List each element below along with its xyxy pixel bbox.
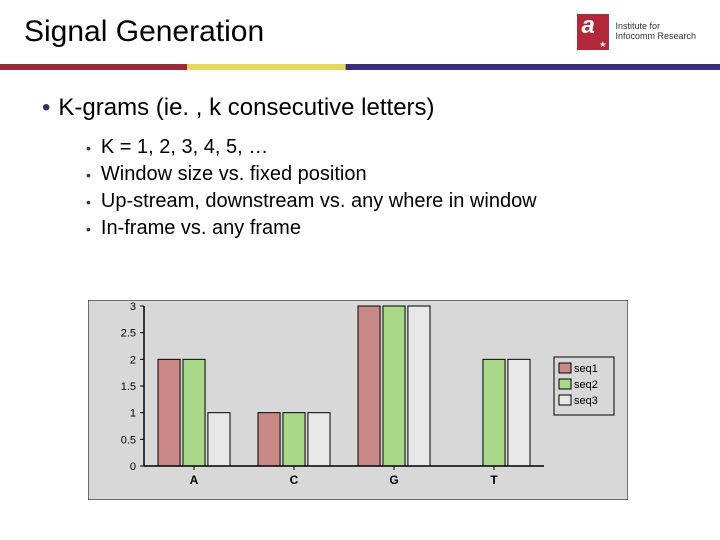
kgram-bar-chart: 0 0.5 1 1.5 2 2.5 3 A C G Tseq1 seq2 seq3	[88, 300, 628, 500]
ytick-label: 0.5	[121, 434, 136, 446]
bar	[283, 413, 305, 466]
bullet-icon: •	[86, 140, 91, 156]
content-area: • K-grams (ie. , k consecutive letters) •…	[42, 94, 690, 244]
bar	[508, 359, 530, 466]
bar	[358, 306, 380, 466]
xtick-label: A	[190, 473, 199, 487]
logo-mark-icon	[577, 14, 609, 50]
bullet-text: Window size vs. fixed position	[101, 163, 367, 185]
bullet-level2: • In-frame vs. any frame	[86, 217, 690, 240]
legend-label: seq1	[574, 363, 598, 375]
bullet-text: Up-stream, downstream vs. any where in w…	[101, 190, 537, 212]
bullet-level2: • Up-stream, downstream vs. any where in …	[86, 190, 690, 213]
legend-swatch	[559, 379, 571, 389]
xtick-label: G	[389, 473, 398, 487]
legend-label: seq3	[574, 395, 598, 407]
logo-text-line: Infocomm Research	[615, 32, 696, 42]
ytick-label: 0	[130, 461, 136, 473]
legend-swatch	[559, 395, 571, 405]
header-rule	[0, 64, 720, 70]
bar	[208, 413, 230, 466]
bar	[308, 413, 330, 466]
logo: Institute for Infocomm Research	[577, 14, 696, 50]
ytick-label: 1.5	[121, 381, 136, 393]
legend-label: seq2	[574, 379, 598, 391]
ytick-label: 1	[130, 408, 136, 420]
bar	[183, 359, 205, 466]
bullet-text: K = 1, 2, 3, 4, 5, …	[101, 136, 268, 158]
page-title: Signal Generation	[24, 15, 264, 49]
bullet-level2: • K = 1, 2, 3, 4, 5, …	[86, 136, 690, 159]
bar	[258, 413, 280, 466]
legend-swatch	[559, 363, 571, 373]
ytick-label: 3	[130, 301, 136, 313]
bar	[383, 306, 405, 466]
bullet-level2: • Window size vs. fixed position	[86, 163, 690, 186]
bullet-icon: •	[42, 94, 50, 121]
bar	[158, 359, 180, 466]
bullet-icon: •	[86, 167, 91, 183]
bullet-text: In-frame vs. any frame	[101, 217, 301, 239]
logo-text: Institute for Infocomm Research	[615, 22, 696, 42]
rule-segment	[346, 64, 720, 70]
bar	[483, 359, 505, 466]
bullet-icon: •	[86, 194, 91, 210]
bullet-icon: •	[86, 221, 91, 237]
xtick-label: T	[490, 473, 498, 487]
bullet-level1: • K-grams (ie. , k consecutive letters)	[42, 94, 690, 122]
xtick-label: C	[290, 473, 299, 487]
rule-segment	[187, 64, 345, 70]
bar	[408, 306, 430, 466]
ytick-label: 2.5	[121, 328, 136, 340]
bullet-text: K-grams (ie. , k consecutive letters)	[58, 94, 434, 121]
rule-segment	[0, 64, 187, 70]
ytick-label: 2	[130, 354, 136, 366]
